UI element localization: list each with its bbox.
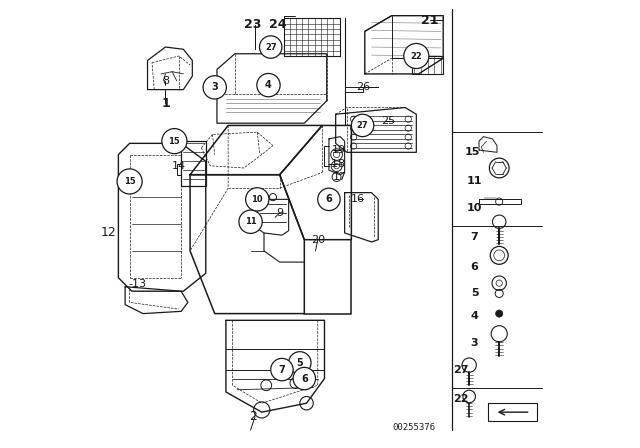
Text: 23: 23 — [244, 18, 262, 31]
Text: 4: 4 — [470, 311, 479, 321]
Text: 11: 11 — [467, 177, 483, 186]
Circle shape — [271, 358, 293, 381]
Text: 8: 8 — [162, 76, 169, 86]
Text: 10: 10 — [467, 203, 483, 213]
Text: 15: 15 — [168, 137, 180, 146]
Text: 12: 12 — [100, 226, 116, 240]
Circle shape — [239, 210, 262, 233]
Text: 20: 20 — [310, 235, 325, 245]
Text: 9: 9 — [276, 208, 284, 218]
Text: 22: 22 — [453, 394, 469, 404]
Text: 25: 25 — [381, 116, 396, 126]
Text: 27: 27 — [356, 121, 369, 130]
Text: 11: 11 — [244, 217, 257, 226]
Text: 14: 14 — [172, 161, 186, 171]
Text: 6: 6 — [301, 374, 308, 383]
Circle shape — [293, 367, 316, 390]
Text: 2: 2 — [249, 410, 257, 423]
Circle shape — [257, 73, 280, 97]
Text: 6: 6 — [326, 194, 332, 204]
Circle shape — [351, 114, 374, 137]
Text: 15: 15 — [465, 147, 480, 157]
Text: 1: 1 — [161, 96, 170, 110]
Circle shape — [495, 310, 503, 317]
Text: 21: 21 — [421, 13, 438, 27]
Text: 5: 5 — [296, 358, 303, 368]
Circle shape — [246, 188, 269, 211]
Text: 4: 4 — [265, 80, 272, 90]
Text: 26: 26 — [356, 82, 371, 92]
Text: -18: -18 — [328, 159, 346, 168]
Text: 24: 24 — [269, 18, 286, 31]
Circle shape — [162, 129, 187, 154]
Text: 3: 3 — [211, 82, 218, 92]
Text: -13: -13 — [129, 280, 147, 289]
Text: 00255376: 00255376 — [392, 423, 436, 432]
Text: 27: 27 — [265, 43, 276, 52]
Text: 17: 17 — [333, 172, 348, 182]
Circle shape — [203, 76, 227, 99]
Circle shape — [289, 352, 311, 374]
Circle shape — [260, 36, 282, 58]
Text: 27: 27 — [453, 365, 469, 375]
Text: 22: 22 — [410, 52, 422, 60]
Circle shape — [404, 43, 429, 69]
Text: 15: 15 — [124, 177, 136, 186]
Circle shape — [318, 188, 340, 211]
Text: 19: 19 — [332, 145, 346, 155]
Text: 6: 6 — [470, 262, 479, 271]
Text: 7: 7 — [278, 365, 285, 375]
Circle shape — [117, 169, 142, 194]
Text: 7: 7 — [470, 233, 479, 242]
Text: 3: 3 — [471, 338, 478, 348]
Text: 5: 5 — [471, 289, 478, 298]
Text: 10: 10 — [252, 195, 263, 204]
Text: 16: 16 — [351, 194, 365, 204]
